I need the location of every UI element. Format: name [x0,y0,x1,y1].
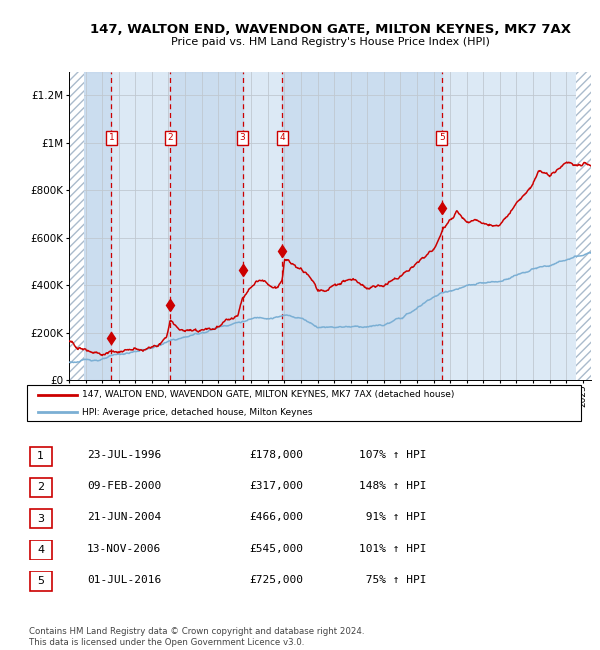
Text: 5: 5 [37,576,44,586]
Text: 1: 1 [109,133,114,142]
Text: £466,000: £466,000 [249,512,303,523]
Text: 4: 4 [280,133,285,142]
Bar [69,72,112,380]
Bar [69,72,84,380]
Bar [576,72,591,380]
Text: 13-NOV-2006: 13-NOV-2006 [87,543,161,554]
Bar [282,72,442,380]
FancyBboxPatch shape [29,447,52,466]
Text: 09-FEB-2000: 09-FEB-2000 [87,481,161,491]
Text: 01-JUL-2016: 01-JUL-2016 [87,575,161,585]
Text: 5: 5 [439,133,445,142]
Text: Contains HM Land Registry data © Crown copyright and database right 2024.
This d: Contains HM Land Registry data © Crown c… [29,627,364,647]
Text: 1: 1 [37,451,44,462]
Text: 23-JUL-1996: 23-JUL-1996 [87,450,161,460]
Text: 21-JUN-2004: 21-JUN-2004 [87,512,161,523]
Text: 148% ↑ HPI: 148% ↑ HPI [359,481,426,491]
Text: £178,000: £178,000 [249,450,303,460]
Text: 147, WALTON END, WAVENDON GATE, MILTON KEYNES, MK7 7AX (detached house): 147, WALTON END, WAVENDON GATE, MILTON K… [82,391,455,400]
Text: 107% ↑ HPI: 107% ↑ HPI [359,450,426,460]
Text: 4: 4 [37,545,44,555]
Text: £317,000: £317,000 [249,481,303,491]
FancyBboxPatch shape [29,571,52,591]
Text: 3: 3 [37,514,44,524]
Bar [170,72,242,380]
Text: HPI: Average price, detached house, Milton Keynes: HPI: Average price, detached house, Milt… [82,408,313,417]
Text: 147, WALTON END, WAVENDON GATE, MILTON KEYNES, MK7 7AX: 147, WALTON END, WAVENDON GATE, MILTON K… [89,23,571,36]
FancyBboxPatch shape [29,540,52,560]
Text: £725,000: £725,000 [249,575,303,585]
Text: 91% ↑ HPI: 91% ↑ HPI [359,512,426,523]
Text: £545,000: £545,000 [249,543,303,554]
FancyBboxPatch shape [29,478,52,497]
Text: 2: 2 [37,482,44,493]
Text: 75% ↑ HPI: 75% ↑ HPI [359,575,426,585]
Text: Price paid vs. HM Land Registry's House Price Index (HPI): Price paid vs. HM Land Registry's House … [170,37,490,47]
Text: 101% ↑ HPI: 101% ↑ HPI [359,543,426,554]
FancyBboxPatch shape [29,509,52,528]
Text: 2: 2 [167,133,173,142]
Text: 3: 3 [239,133,245,142]
